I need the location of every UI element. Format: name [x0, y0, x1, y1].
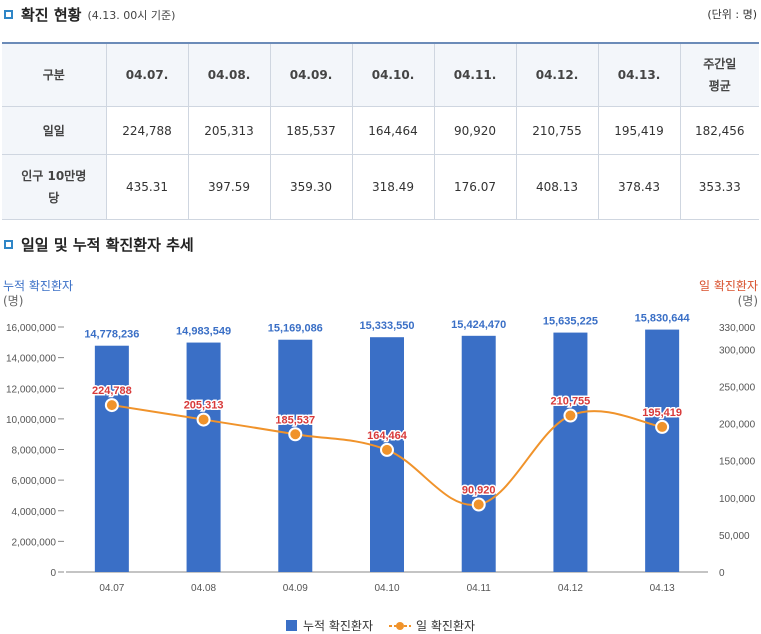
section-title-text: 확진 현황	[21, 6, 82, 24]
bar-cumulative	[186, 342, 221, 572]
right-axis-tick-label: 250,000	[719, 382, 756, 393]
table-cell: 435.31	[105, 154, 189, 220]
left-axis-title: 누적 확진환자 (명)	[3, 279, 73, 309]
table-cell: 182,456	[679, 106, 759, 155]
legend-label-daily: 일 확진환자	[416, 619, 476, 633]
daily-point	[288, 427, 303, 442]
section-title-status: 확진 현황 (4.13. 00시 기준)	[4, 4, 175, 25]
left-axis-tick-label: 8,000,000	[12, 446, 57, 457]
daily-value-label: 210,755	[551, 396, 591, 408]
left-axis-tick-label: 10,000,000	[6, 415, 56, 426]
daily-point	[471, 497, 486, 512]
daily-point	[380, 442, 394, 457]
bar-cumulative	[278, 339, 313, 572]
bar-value-label: 15,830,644	[635, 313, 691, 325]
table-header-cell: 04.07.	[105, 42, 189, 107]
daily-value-label: 164,464	[367, 430, 408, 442]
section-title-text: 일일 및 누적 확진환자 추세	[21, 236, 194, 254]
table-cell: 90,920	[433, 106, 517, 155]
section-title-trend: 일일 및 누적 확진환자 추세	[4, 234, 194, 255]
table-header-cell: 04.08.	[187, 42, 271, 107]
legend-label-cumulative: 누적 확진환자	[302, 619, 374, 633]
right-axis-tick-label: 200,000	[719, 420, 756, 431]
legend-bar-swatch	[285, 620, 297, 631]
left-axis-tick-label: 2,000,000	[12, 537, 57, 548]
table-cell: 210,755	[515, 106, 599, 155]
square-bullet-icon	[4, 240, 13, 249]
bar-value-label: 15,333,550	[359, 320, 414, 332]
bar-value-label: 15,169,086	[268, 323, 323, 335]
unit-label: (단위 : 명)	[707, 8, 757, 21]
table-header-cell: 주간일 평균	[679, 42, 759, 107]
table-header-cell: 04.13.	[597, 42, 681, 107]
bar-value-label: 15,424,470	[451, 319, 506, 331]
section-subtitle: (4.13. 00시 기준)	[87, 8, 176, 22]
left-axis-tick-label: 12,000,000	[6, 384, 56, 395]
right-axis-title-text: 일 확진환자	[698, 279, 758, 293]
table-header-cell: 04.09.	[269, 42, 353, 107]
table-cell: 164,464	[351, 106, 435, 155]
right-axis-tick-label: 100,000	[719, 494, 756, 505]
chart-legend: 누적 확진환자 일 확진환자	[0, 617, 761, 634]
bar-cumulative	[645, 329, 680, 572]
table-header-cell: 04.10.	[351, 42, 435, 107]
right-axis-tick-label: 50,000	[719, 531, 750, 542]
left-axis-unit: (명)	[3, 294, 24, 308]
table-body: 일일 224,788 205,313 185,537 164,464 90,920 210,…	[2, 106, 759, 220]
x-axis-tick-label: 04.10	[374, 583, 399, 594]
table-cell: 176.07	[433, 154, 517, 220]
right-axis-tick-label: 150,000	[719, 457, 756, 468]
x-axis-tick-label: 04.07	[99, 583, 124, 594]
table-row: 인구 10만명 당 435.31 397.59 359.30 318.49 176.07 4…	[2, 154, 759, 220]
table-header-row: 구분 04.07. 04.08. 04.09. 04.10. 04.11. 04.12. 04…	[2, 42, 759, 107]
table-row: 일일 224,788 205,313 185,537 164,464 90,920 210,…	[2, 106, 759, 155]
x-axis-tick-label: 04.11	[467, 583, 492, 594]
daily-value-label: 205,313	[184, 400, 224, 412]
table-cell: 408.13	[515, 154, 599, 220]
table-header-cell: 구분	[2, 42, 107, 107]
bar-value-label: 15,635,225	[543, 316, 598, 328]
left-axis-tick-label: 6,000,000	[12, 476, 57, 487]
bar-value-label: 14,778,236	[84, 329, 139, 341]
x-axis-tick-label: 04.09	[283, 583, 308, 594]
legend-item-cumulative: 누적 확진환자	[285, 617, 374, 634]
bar-value-label: 14,983,549	[176, 326, 231, 338]
left-axis-title-text: 누적 확진환자	[3, 279, 74, 293]
daily-value-label: 195,419	[642, 407, 682, 419]
table-cell: 205,313	[187, 106, 271, 155]
legend-line-swatch	[389, 621, 412, 630]
daily-point	[563, 408, 578, 423]
right-axis-unit: (명)	[737, 294, 758, 308]
left-axis-tick-label: 14,000,000	[6, 354, 56, 365]
table-cell: 185,537	[269, 106, 353, 155]
row-label: 일일	[2, 106, 107, 155]
status-table: 구분 04.07. 04.08. 04.09. 04.10. 04.11. 04.12. 04…	[2, 42, 759, 220]
daily-point	[196, 412, 211, 427]
bar-cumulative	[553, 332, 588, 572]
right-axis-tick-label: 0	[719, 568, 725, 579]
left-axis-tick-label: 0	[50, 568, 56, 579]
bar-cumulative	[94, 345, 129, 572]
left-axis-tick-label: 4,000,000	[12, 507, 57, 518]
x-axis-tick-label: 04.13	[650, 583, 675, 594]
daily-point	[655, 419, 670, 434]
right-axis-tick-label: 300,000	[719, 345, 756, 356]
right-axis-title: 일 확진환자 (명)	[699, 279, 758, 309]
table-header-cell: 04.12.	[515, 42, 599, 107]
bar-cumulative	[461, 335, 496, 572]
square-bullet-icon	[4, 10, 13, 19]
x-axis-tick-label: 04.12	[558, 583, 583, 594]
right-axis-tick-label: 330,000	[719, 323, 756, 334]
table-header-cell: 04.11.	[433, 42, 517, 107]
daily-value-label: 224,788	[92, 385, 132, 397]
daily-point	[104, 398, 119, 413]
x-axis-tick-label: 04.08	[191, 583, 216, 594]
left-axis-tick-label: 16,000,000	[6, 323, 56, 334]
daily-value-label: 90,920	[462, 484, 496, 496]
table-cell: 378.43	[597, 154, 681, 220]
daily-value-label: 185,537	[275, 414, 315, 426]
legend-item-daily: 일 확진환자	[389, 617, 475, 634]
table-cell: 353.33	[679, 154, 759, 220]
